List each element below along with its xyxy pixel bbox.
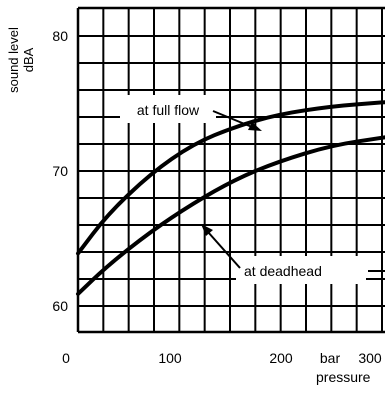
x-tick-label: 100	[158, 350, 182, 366]
annotation-deadhead: at deadhead	[201, 224, 385, 284]
x-axis-label: pressure	[316, 369, 371, 385]
series-label-full-flow: at full flow	[137, 102, 200, 118]
x-tick-label: 300	[358, 350, 382, 366]
x-tick-labels: 0 100 200 300	[62, 350, 382, 366]
y-tick-labels: 60 70 80	[52, 28, 68, 314]
y-tick-label: 80	[52, 28, 68, 44]
axes	[76, 6, 385, 334]
x-tick-label: 200	[269, 350, 293, 366]
series-line-full-flow	[76, 100, 385, 256]
y-axis-label-line2: dBA	[21, 47, 36, 72]
y-tick-label: 70	[52, 163, 68, 179]
y-tick-label: 60	[52, 298, 68, 314]
annotation-full-flow: at full flow	[120, 95, 262, 131]
x-unit-label: bar	[320, 350, 341, 366]
x-tick-label: 0	[62, 350, 70, 366]
series-line-deadhead	[76, 135, 385, 296]
y-axis-label-line1: sound level	[6, 27, 21, 93]
series-lines	[76, 100, 385, 296]
series-label-deadhead: at deadhead	[244, 263, 322, 279]
